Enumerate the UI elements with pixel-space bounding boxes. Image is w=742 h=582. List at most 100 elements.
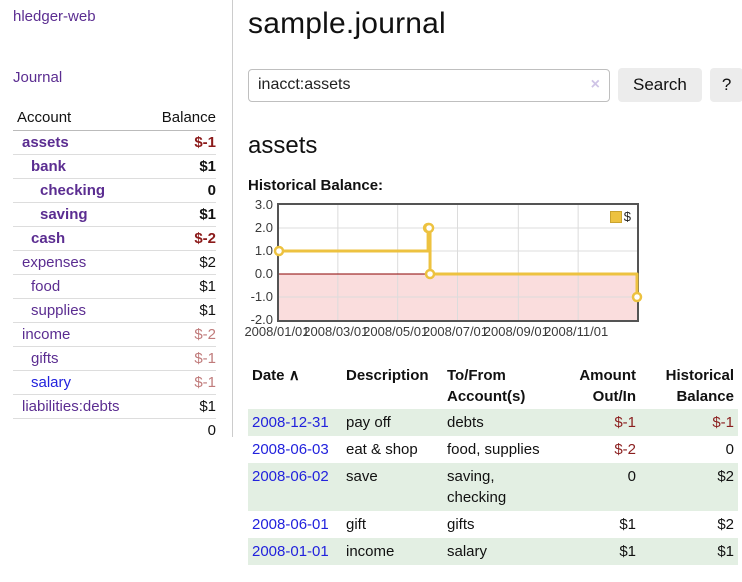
- account-balance: $-1: [144, 370, 216, 395]
- amount-column-header: Amount Out/In: [555, 363, 640, 409]
- nav: Journal: [13, 69, 220, 86]
- clear-search-icon[interactable]: ×: [590, 75, 600, 93]
- search-button[interactable]: Search: [618, 68, 702, 102]
- account-row: saving $1: [13, 202, 216, 227]
- transaction-description: gift: [346, 516, 367, 533]
- transaction-amount: $1: [619, 543, 636, 560]
- account-balance: $-1: [144, 130, 216, 155]
- transaction-balance: $-1: [712, 414, 734, 431]
- account-row: bank $1: [13, 154, 216, 179]
- balance-header-line2: Balance: [676, 388, 734, 405]
- transaction-amount: $-2: [614, 441, 636, 458]
- sidebar-item-journal[interactable]: Journal: [13, 69, 63, 86]
- account-total-row: 0: [13, 418, 216, 443]
- amount-header-line2: Out/In: [592, 388, 636, 405]
- account-balance: $-2: [144, 322, 216, 347]
- account-balance: $2: [144, 250, 216, 275]
- register-row: 2008-06-02 save saving, checking 0 $2: [248, 463, 738, 511]
- account-row: expenses $2: [13, 250, 216, 275]
- y-axis-tick-label: 3.0: [254, 197, 273, 212]
- sidebar-account-link[interactable]: cash: [31, 230, 66, 247]
- brand-link[interactable]: hledger-web: [13, 8, 96, 25]
- account-balance: 0: [144, 178, 216, 203]
- account-total-spacer: [13, 418, 145, 443]
- register-header-row: Date ∧ Description To/From Account(s) Am…: [248, 363, 738, 409]
- transaction-accounts: saving, checking: [447, 468, 507, 506]
- account-heading: assets: [248, 132, 318, 159]
- register-table-body: 2008-12-31 pay off debts $-1 $-1 2008-06-03 ea…: [248, 409, 738, 565]
- y-axis-tick-label: -1.0: [250, 289, 273, 304]
- transaction-accounts: salary: [447, 543, 488, 560]
- balance-chart-svg: [273, 205, 643, 320]
- account-table-body: assets $-1 bank $1 checking 0 saving $1 cash $-2 e…: [13, 130, 216, 419]
- account-row: food $1: [13, 274, 216, 299]
- transaction-amount: $-1: [614, 414, 636, 431]
- x-axis-tick-label: 2008/03/01: [303, 324, 369, 339]
- brand: hledger-web: [13, 8, 220, 25]
- x-axis-tick-label: 2008/01/01: [244, 324, 310, 339]
- chart-wrap: $ 3.0 2.0 1.0 0.0 -1.0 -2.0 2008/01/01 2008/03/…: [244, 197, 742, 343]
- transaction-date-link[interactable]: 2008-06-02: [252, 468, 329, 485]
- transaction-date-link[interactable]: 2008-06-03: [252, 441, 329, 458]
- accounts-header-line2: Account(s): [447, 388, 526, 405]
- register-row: 2008-06-01 gift gifts $1 $2: [248, 511, 738, 538]
- legend-swatch-icon: [609, 210, 622, 223]
- date-header-label: Date: [252, 367, 285, 384]
- sidebar-account-link[interactable]: liabilities:debts: [22, 398, 120, 415]
- accounts-header-line1: To/From: [447, 367, 506, 384]
- search-input[interactable]: [248, 68, 610, 102]
- account-balance: $1: [144, 274, 216, 299]
- register-row: 2008-12-31 pay off debts $-1 $-1: [248, 409, 738, 436]
- sidebar-account-link[interactable]: saving: [40, 206, 88, 223]
- amount-header-line1: Amount: [579, 367, 636, 384]
- balance-column-header-main: Historical Balance: [640, 363, 738, 409]
- description-column-header: Description: [346, 367, 429, 384]
- chart-legend: $: [608, 209, 632, 224]
- transaction-amount: $1: [619, 516, 636, 533]
- account-row: gifts $-1: [13, 346, 216, 371]
- transaction-date-link[interactable]: 2008-01-01: [252, 543, 329, 560]
- account-row: supplies $1: [13, 298, 216, 323]
- transaction-balance: $2: [717, 516, 734, 533]
- account-column-header: Account: [13, 106, 145, 131]
- search-box: ×: [248, 68, 610, 102]
- account-table-header: Account Balance: [13, 106, 216, 131]
- sidebar-account-link[interactable]: checking: [40, 182, 106, 199]
- account-balance: $-1: [144, 346, 216, 371]
- sidebar-account-link[interactable]: income: [22, 326, 71, 343]
- y-axis-tick-label: 0.0: [254, 266, 273, 281]
- sidebar-account-link[interactable]: bank: [31, 158, 67, 175]
- account-row: checking 0: [13, 178, 216, 203]
- account-balance: $1: [144, 202, 216, 227]
- register-row: 2008-01-01 income salary $1 $1: [248, 538, 738, 565]
- main-content: sample.journal × Search ? assets Histori…: [233, 0, 742, 565]
- chart-title: Historical Balance:: [248, 177, 384, 194]
- account-row: cash $-2: [13, 226, 216, 251]
- sidebar-account-link[interactable]: assets: [22, 134, 69, 151]
- y-axis-tick-label: 2.0: [254, 220, 273, 235]
- x-axis-tick-label: 2008/11/01: [544, 324, 609, 339]
- transaction-date-link[interactable]: 2008-12-31: [252, 414, 329, 431]
- transaction-balance: 0: [725, 441, 734, 458]
- account-balance-table: Account Balance assets $-1 bank $1 checking 0…: [13, 106, 216, 443]
- transaction-accounts: food, supplies: [447, 441, 540, 458]
- transaction-date-link[interactable]: 2008-06-01: [252, 516, 329, 533]
- balance-header-line1: Historical: [665, 367, 734, 384]
- sidebar-account-link[interactable]: salary: [31, 374, 72, 391]
- sidebar-account-link[interactable]: food: [31, 278, 61, 295]
- search-form: × Search ?: [248, 68, 742, 102]
- sort-asc-icon: ∧: [288, 367, 300, 384]
- transaction-description: eat & shop: [346, 441, 418, 458]
- page: hledger-web Journal Account Balance asse…: [13, 0, 742, 565]
- sidebar-account-link[interactable]: gifts: [31, 350, 59, 367]
- account-total-value: 0: [144, 418, 216, 443]
- transaction-accounts: gifts: [447, 516, 475, 533]
- help-button[interactable]: ?: [709, 68, 742, 102]
- page-title: sample.journal: [248, 7, 446, 40]
- account-row: assets $-1: [13, 130, 216, 155]
- sidebar-account-link[interactable]: expenses: [22, 254, 87, 271]
- account-row: liabilities:debts $1: [13, 394, 216, 419]
- date-column-header[interactable]: Date ∧: [248, 363, 342, 409]
- account-row: income $-2: [13, 322, 216, 347]
- sidebar-account-link[interactable]: supplies: [31, 302, 87, 319]
